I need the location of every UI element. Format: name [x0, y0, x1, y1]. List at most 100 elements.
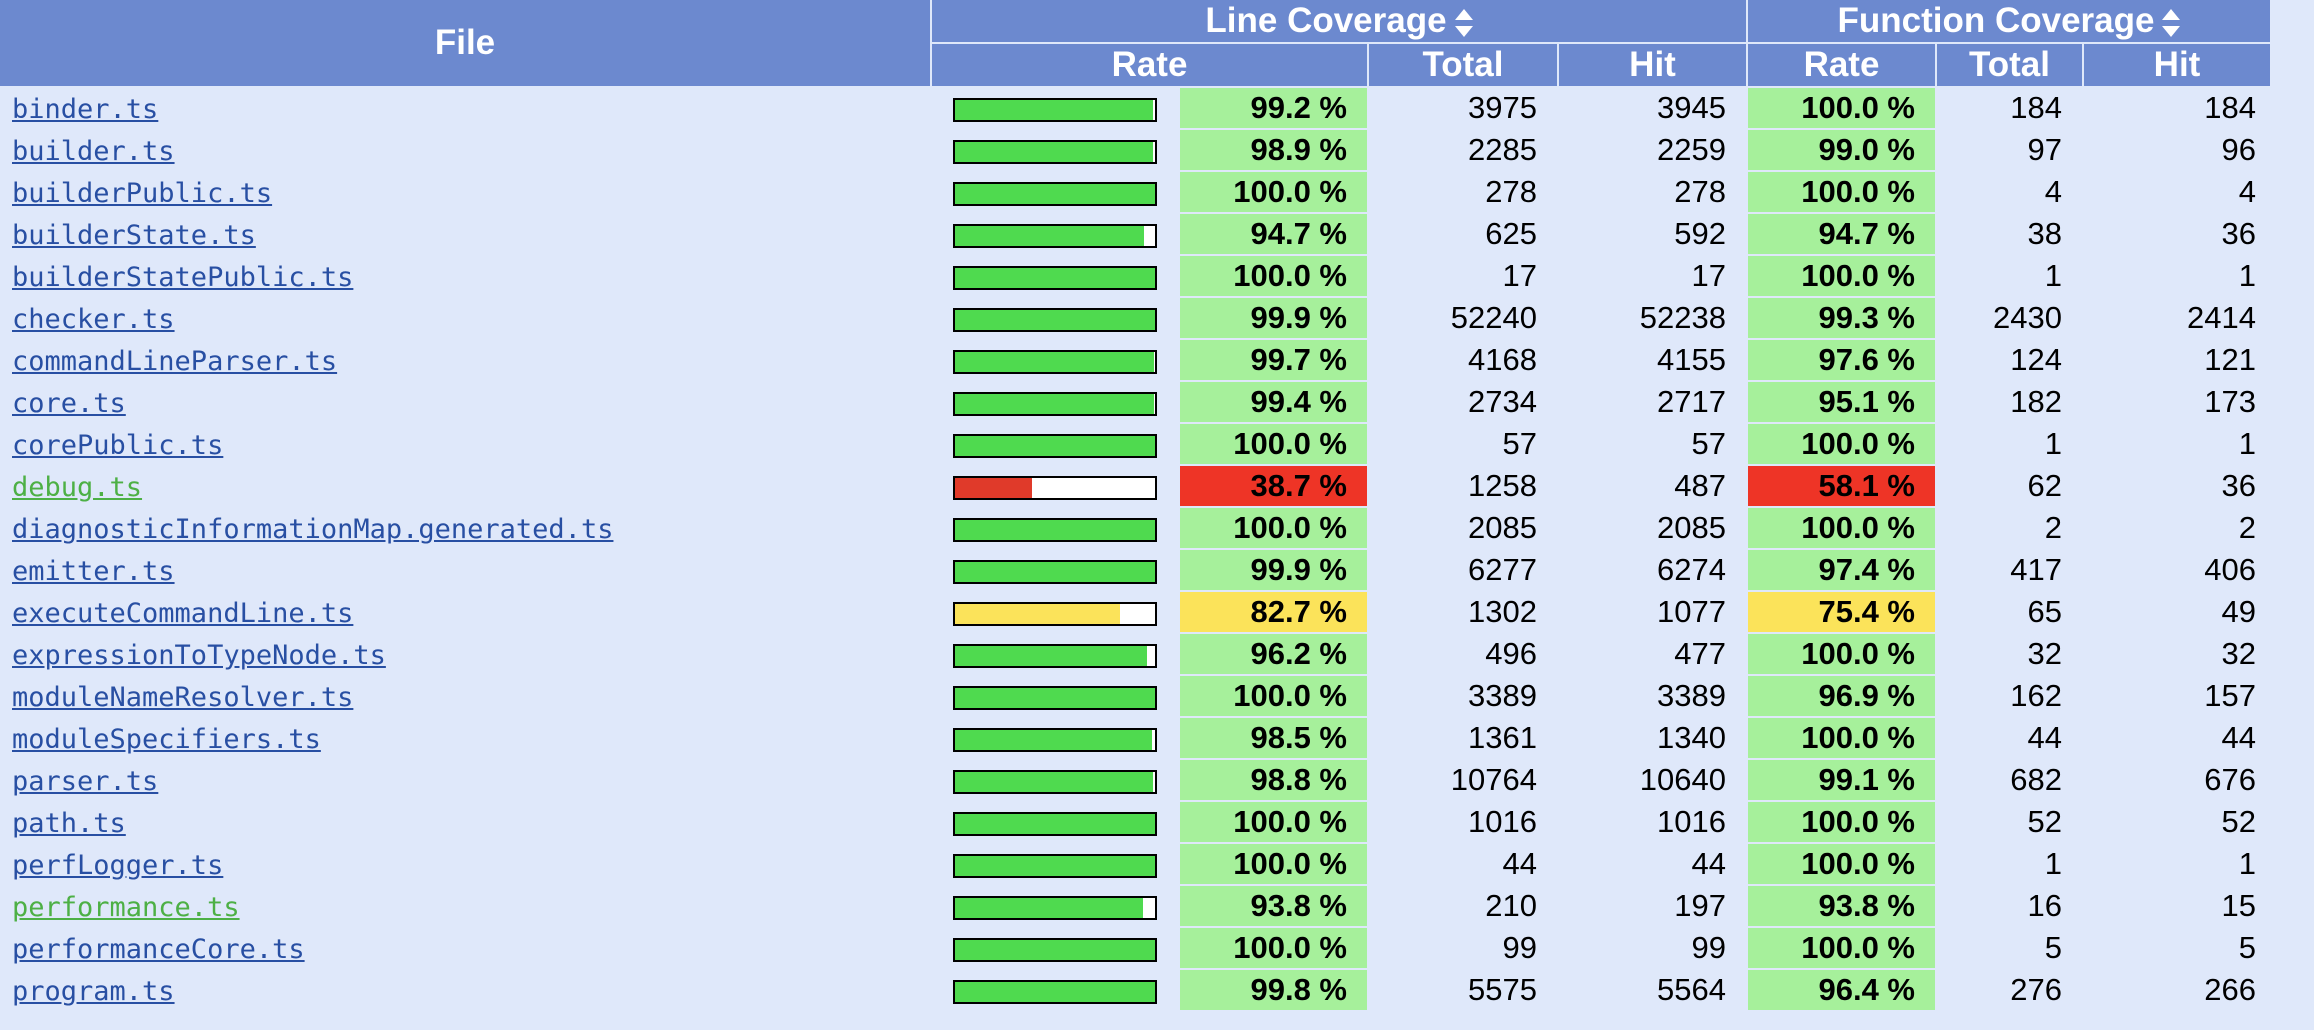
file-link[interactable]: binder.ts	[12, 94, 159, 125]
coverage-bar	[953, 97, 1157, 122]
function-hit-cell: 15	[2084, 886, 2270, 926]
coverage-bar-fill	[955, 309, 1155, 330]
function-rate-cell: 100.0 %	[1748, 928, 1935, 968]
line-hit-cell: 592	[1559, 214, 1746, 254]
file-link[interactable]: core.ts	[12, 388, 126, 419]
sort-icon[interactable]	[1454, 8, 1473, 37]
coverage-bar-cell	[932, 88, 1178, 128]
line-total-cell: 10764	[1369, 760, 1557, 800]
file-link[interactable]: perfLogger.ts	[12, 850, 224, 881]
coverage-bar-fill	[955, 603, 1121, 624]
line-rate-cell: 96.2 %	[1180, 634, 1367, 674]
file-link[interactable]: expressionToTypeNode.ts	[12, 640, 386, 671]
coverage-bar-cell	[932, 508, 1178, 548]
line-rate-cell: 100.0 %	[1180, 508, 1367, 548]
line-total-cell: 2085	[1369, 508, 1557, 548]
file-link[interactable]: path.ts	[12, 808, 126, 839]
coverage-bar-cell	[932, 550, 1178, 590]
function-total-cell: 62	[1937, 466, 2082, 506]
file-cell: diagnosticInformationMap.generated.ts	[0, 508, 930, 548]
function-hit-cell: 121	[2084, 340, 2270, 380]
line-rate-cell: 99.8 %	[1180, 970, 1367, 1010]
function-rate-cell: 99.1 %	[1748, 760, 1935, 800]
file-link[interactable]: diagnosticInformationMap.generated.ts	[12, 514, 614, 545]
line-coverage-header[interactable]: Line Coverage	[932, 0, 1746, 42]
coverage-bar-fill	[955, 771, 1153, 792]
file-link[interactable]: performanceCore.ts	[12, 934, 305, 965]
file-link[interactable]: debug.ts	[12, 472, 143, 503]
coverage-bar	[953, 853, 1157, 878]
file-link[interactable]: performance.ts	[12, 892, 240, 923]
function-rate-cell: 100.0 %	[1748, 634, 1935, 674]
line-rate-cell: 99.4 %	[1180, 382, 1367, 422]
function-total-cell: 44	[1937, 718, 2082, 758]
sort-icon[interactable]	[2162, 8, 2181, 37]
table-row: path.ts 100.0 % 1016 1016 100.0 % 52 52	[0, 802, 2270, 842]
function-coverage-header[interactable]: Function Coverage	[1748, 0, 2270, 42]
function-total-cell: 162	[1937, 676, 2082, 716]
line-rate-cell: 93.8 %	[1180, 886, 1367, 926]
file-cell: builderPublic.ts	[0, 172, 930, 212]
file-link[interactable]: commandLineParser.ts	[12, 346, 338, 377]
file-link[interactable]: builderState.ts	[12, 220, 256, 251]
line-rate-cell: 100.0 %	[1180, 928, 1367, 968]
line-hit-cell: 1016	[1559, 802, 1746, 842]
line-total-cell: 278	[1369, 172, 1557, 212]
coverage-bar-fill	[955, 351, 1155, 372]
table-row: emitter.ts 99.9 % 6277 6274 97.4 % 417 406	[0, 550, 2270, 590]
coverage-bar-fill	[955, 855, 1155, 876]
coverage-bar-cell	[932, 466, 1178, 506]
file-link[interactable]: parser.ts	[12, 766, 159, 797]
file-link[interactable]: moduleSpecifiers.ts	[12, 724, 321, 755]
file-cell: binder.ts	[0, 88, 930, 128]
coverage-bar-fill	[955, 519, 1155, 540]
file-link[interactable]: builderStatePublic.ts	[12, 262, 354, 293]
table-row: builder.ts 98.9 % 2285 2259 99.0 % 97 96	[0, 130, 2270, 170]
line-total-cell: 1016	[1369, 802, 1557, 842]
file-cell: emitter.ts	[0, 550, 930, 590]
file-link[interactable]: moduleNameResolver.ts	[12, 682, 354, 713]
coverage-bar-fill	[955, 561, 1155, 582]
coverage-bar-cell	[932, 928, 1178, 968]
file-link[interactable]: emitter.ts	[12, 556, 175, 587]
coverage-bar-cell	[932, 676, 1178, 716]
line-rate-cell: 82.7 %	[1180, 592, 1367, 632]
file-link[interactable]: program.ts	[12, 976, 175, 1007]
function-hit-cell: 173	[2084, 382, 2270, 422]
coverage-bar-fill	[955, 981, 1155, 1002]
file-link[interactable]: builder.ts	[12, 136, 175, 167]
table-row: core.ts 99.4 % 2734 2717 95.1 % 182 173	[0, 382, 2270, 422]
line-hit-cell: 52238	[1559, 298, 1746, 338]
coverage-bar-cell	[932, 592, 1178, 632]
line-total-cell: 6277	[1369, 550, 1557, 590]
coverage-bar	[953, 139, 1157, 164]
coverage-bar-cell	[932, 760, 1178, 800]
file-link[interactable]: executeCommandLine.ts	[12, 598, 354, 629]
function-rate-cell: 100.0 %	[1748, 844, 1935, 884]
file-link[interactable]: builderPublic.ts	[12, 178, 273, 209]
function-rate-cell: 97.4 %	[1748, 550, 1935, 590]
coverage-bar	[953, 307, 1157, 332]
line-hit-cell: 3945	[1559, 88, 1746, 128]
coverage-bar	[953, 811, 1157, 836]
table-row: moduleSpecifiers.ts 98.5 % 1361 1340 100.0 %…	[0, 718, 2270, 758]
function-total-cell: 4	[1937, 172, 2082, 212]
function-hit-cell: 49	[2084, 592, 2270, 632]
file-cell: performance.ts	[0, 886, 930, 926]
function-total-cell: 5	[1937, 928, 2082, 968]
coverage-bar	[953, 517, 1157, 542]
line-rate-cell: 99.7 %	[1180, 340, 1367, 380]
file-cell: builderState.ts	[0, 214, 930, 254]
coverage-bar-fill	[955, 813, 1155, 834]
file-link[interactable]: corePublic.ts	[12, 430, 224, 461]
coverage-bar-cell	[932, 634, 1178, 674]
coverage-bar-fill	[955, 897, 1143, 918]
coverage-bar	[953, 937, 1157, 962]
function-hit-cell: 36	[2084, 466, 2270, 506]
file-cell: builder.ts	[0, 130, 930, 170]
function-rate-cell: 96.9 %	[1748, 676, 1935, 716]
file-link[interactable]: checker.ts	[12, 304, 175, 335]
line-rate-cell: 94.7 %	[1180, 214, 1367, 254]
file-cell: corePublic.ts	[0, 424, 930, 464]
function-rate-cell: 99.0 %	[1748, 130, 1935, 170]
